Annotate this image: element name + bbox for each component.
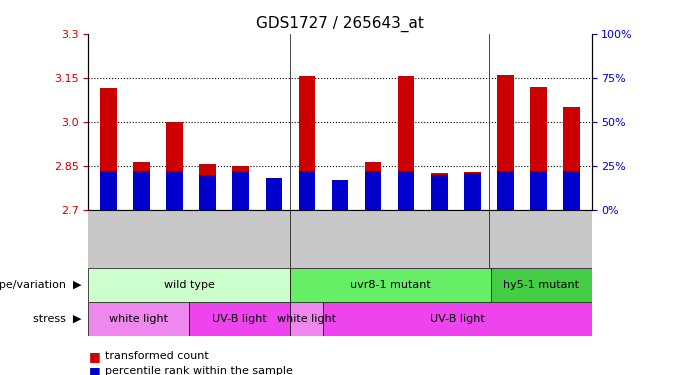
- Text: white light: white light: [109, 314, 168, 324]
- Bar: [88, 302, 189, 336]
- Bar: [199, 165, 216, 210]
- Text: stress  ▶: stress ▶: [33, 314, 82, 324]
- Bar: [100, 88, 116, 210]
- Bar: [398, 171, 415, 210]
- Text: percentile rank within the sample: percentile rank within the sample: [105, 366, 293, 375]
- Bar: [564, 107, 580, 210]
- Bar: [491, 268, 592, 302]
- Bar: [88, 268, 290, 302]
- Bar: [332, 180, 348, 210]
- Bar: [189, 302, 290, 336]
- Text: transformed count: transformed count: [105, 351, 209, 361]
- Text: hy5-1 mutant: hy5-1 mutant: [503, 280, 579, 290]
- Text: UV-B light: UV-B light: [430, 314, 485, 324]
- Bar: [431, 173, 447, 210]
- Bar: [166, 171, 183, 210]
- Bar: [530, 171, 547, 210]
- Bar: [497, 75, 514, 210]
- Text: ■: ■: [88, 350, 100, 363]
- Bar: [100, 171, 116, 210]
- Text: ■: ■: [88, 365, 100, 375]
- Text: UV-B light: UV-B light: [212, 314, 267, 324]
- Text: uvr8-1 mutant: uvr8-1 mutant: [350, 280, 430, 290]
- Bar: [233, 171, 249, 210]
- Bar: [265, 194, 282, 210]
- Bar: [365, 171, 381, 210]
- Bar: [166, 122, 183, 210]
- Bar: [233, 166, 249, 210]
- Bar: [323, 302, 592, 336]
- Bar: [265, 178, 282, 210]
- Bar: [464, 173, 481, 210]
- Bar: [497, 171, 514, 210]
- Bar: [133, 171, 150, 210]
- Bar: [290, 302, 323, 336]
- Text: white light: white light: [277, 314, 336, 324]
- Text: wild type: wild type: [164, 280, 214, 290]
- Bar: [299, 76, 315, 210]
- Bar: [365, 162, 381, 210]
- Title: GDS1727 / 265643_at: GDS1727 / 265643_at: [256, 16, 424, 32]
- Bar: [398, 76, 415, 210]
- Bar: [464, 172, 481, 210]
- Text: genotype/variation  ▶: genotype/variation ▶: [0, 280, 82, 290]
- Bar: [299, 171, 315, 210]
- Bar: [564, 171, 580, 210]
- Bar: [530, 87, 547, 210]
- Bar: [332, 188, 348, 210]
- Bar: [133, 162, 150, 210]
- Bar: [199, 175, 216, 210]
- Bar: [431, 175, 447, 210]
- Bar: [290, 268, 491, 302]
